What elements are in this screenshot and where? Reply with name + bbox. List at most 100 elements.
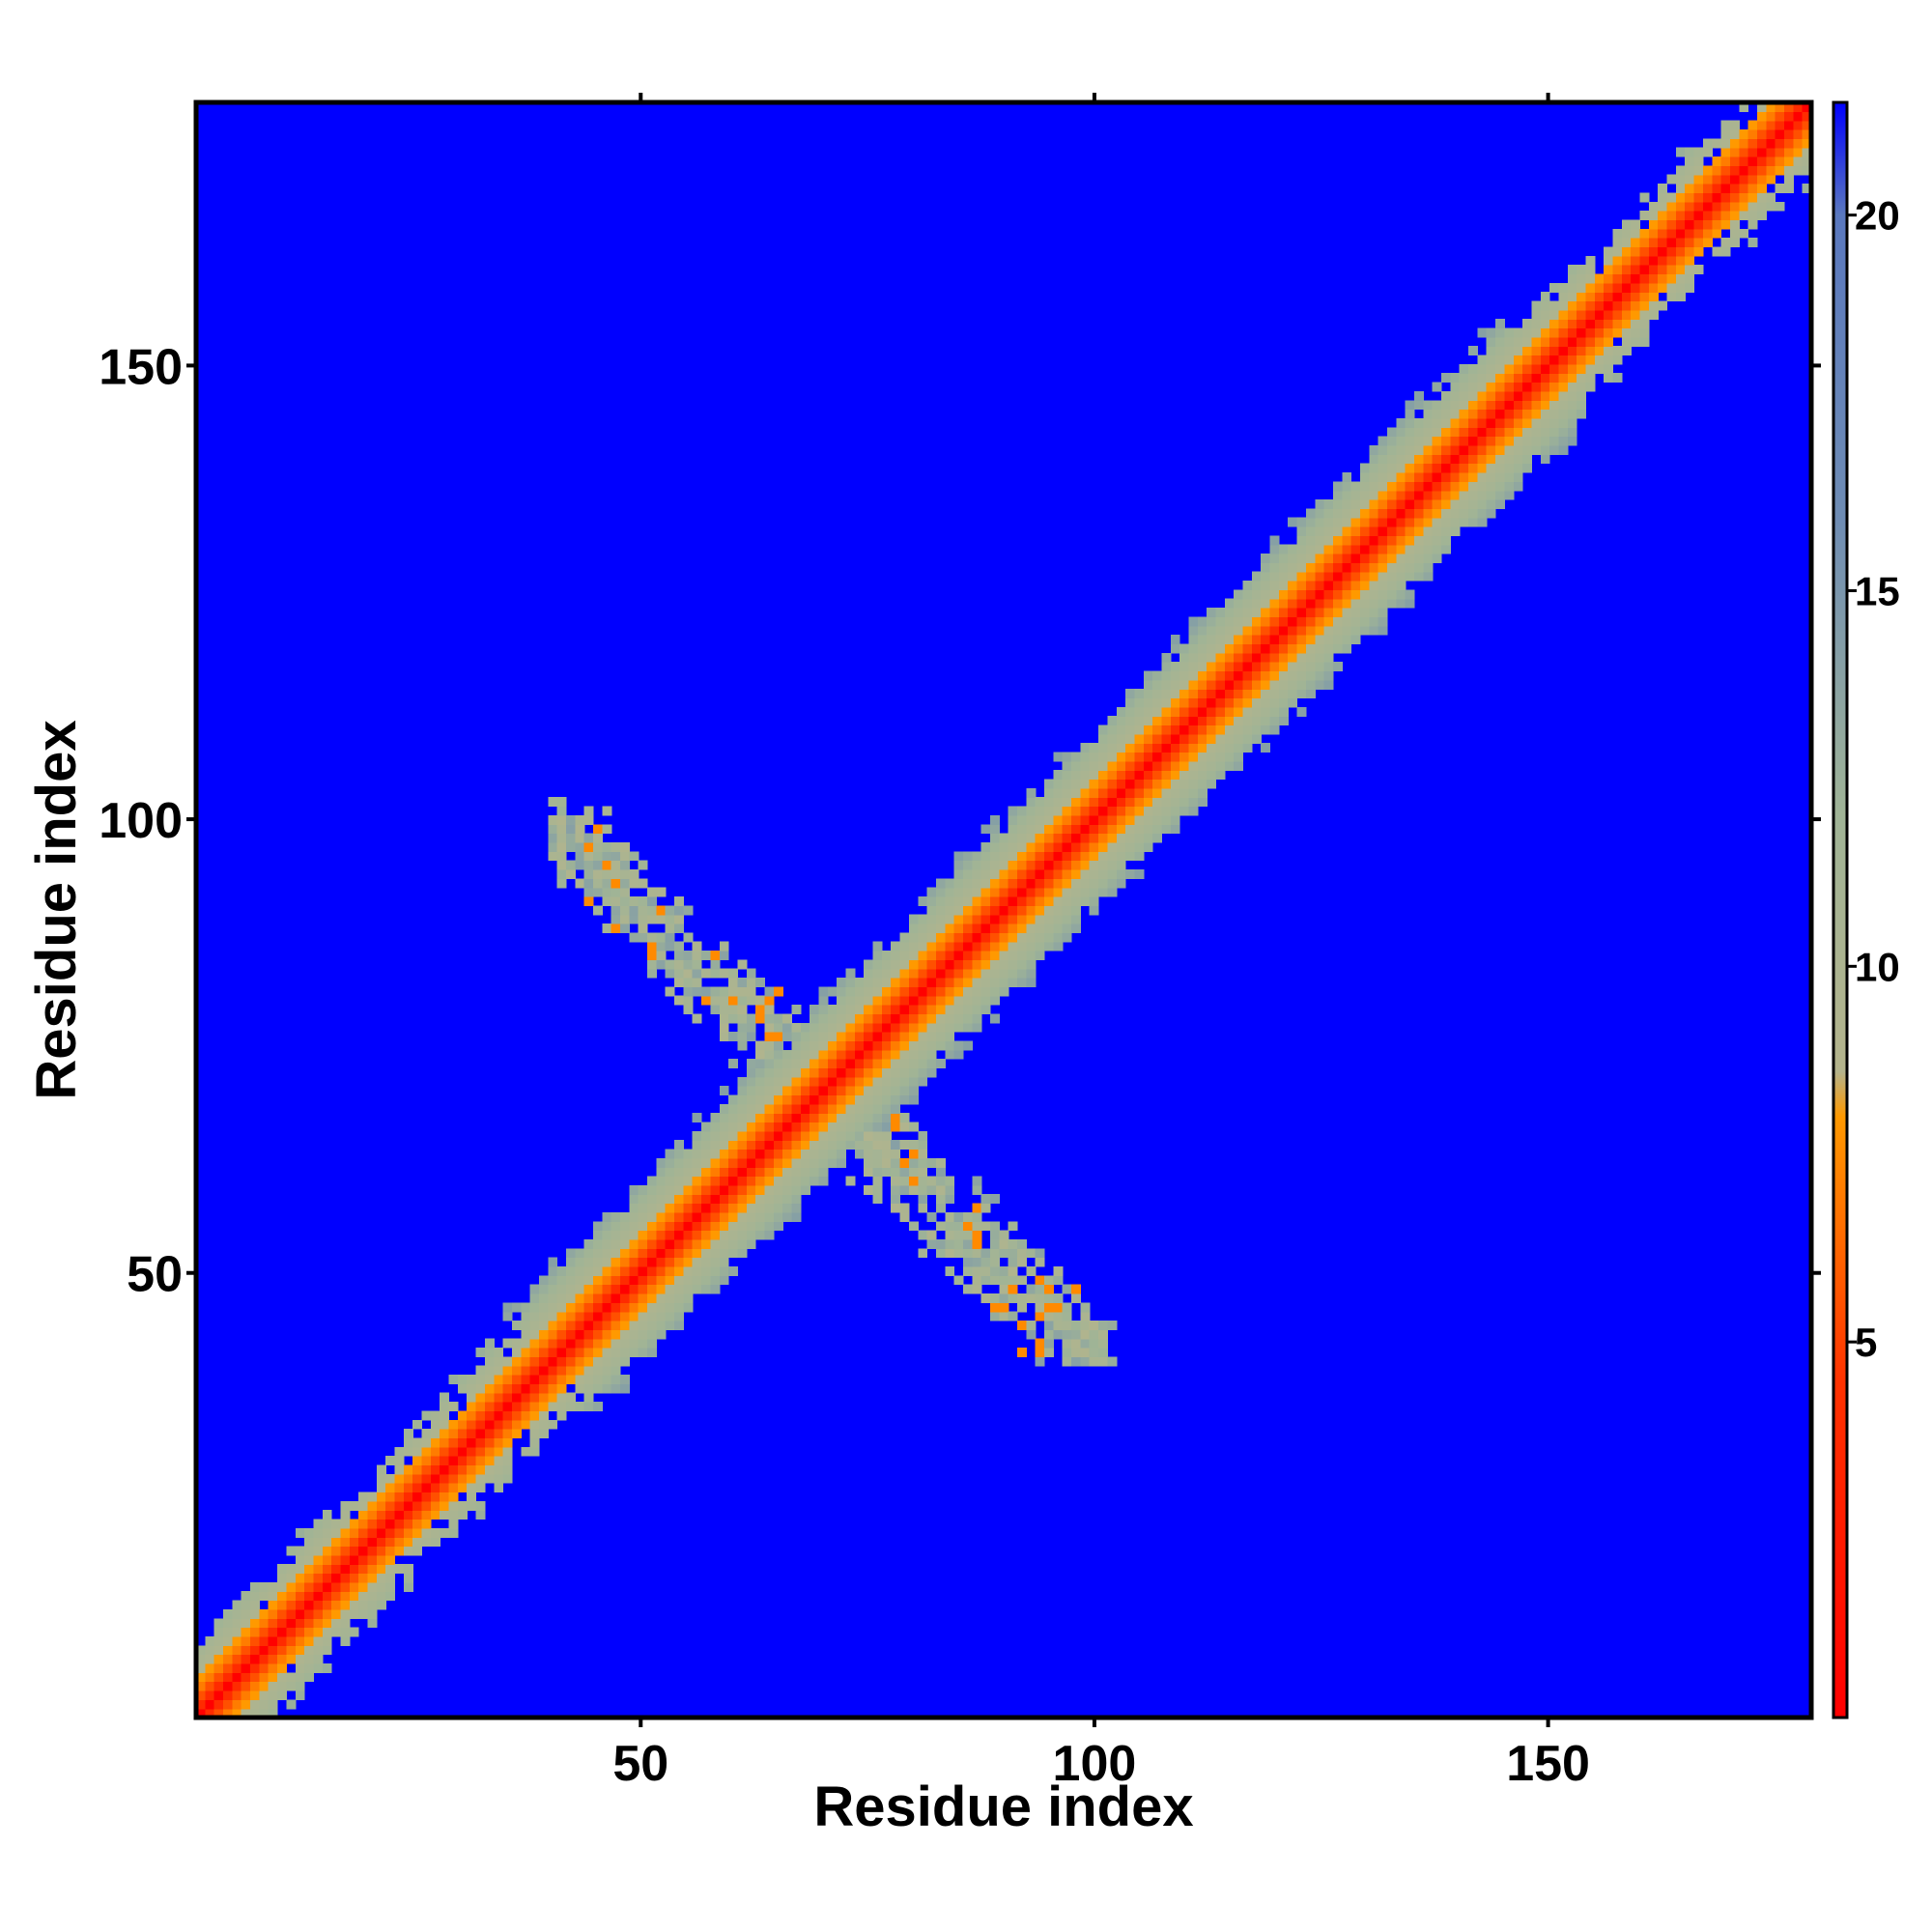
- heatmap-cell: [962, 1230, 973, 1240]
- heatmap-cell: [1594, 355, 1605, 365]
- heatmap-cell: [891, 1049, 901, 1060]
- heatmap-cell: [972, 923, 982, 933]
- heatmap-cell: [845, 1130, 856, 1141]
- heatmap-cell: [701, 1140, 712, 1151]
- heatmap-cell: [196, 1681, 206, 1691]
- heatmap-cell: [1323, 554, 1334, 563]
- heatmap-cell: [1802, 129, 1812, 139]
- heatmap-cell: [1658, 282, 1668, 293]
- heatmap-cell: [972, 932, 982, 943]
- heatmap-cell: [548, 1257, 558, 1267]
- heatmap-cell: [989, 932, 1000, 943]
- heatmap-cell: [1062, 851, 1072, 862]
- heatmap-cell: [1134, 743, 1145, 753]
- heatmap-cell: [1332, 608, 1343, 618]
- heatmap-cell: [1098, 797, 1109, 808]
- heatmap-cell: [918, 1067, 928, 1078]
- heatmap-cell: [881, 1067, 892, 1078]
- heatmap-cell: [205, 1672, 215, 1683]
- heatmap-cell: [1540, 319, 1550, 329]
- heatmap-cell: [1423, 436, 1434, 446]
- heatmap-cell: [1261, 697, 1271, 708]
- heatmap-cell: [1315, 517, 1325, 527]
- heatmap-cell: [782, 1113, 793, 1123]
- heatmap-cell: [935, 905, 946, 916]
- heatmap-cell: [1234, 689, 1244, 699]
- heatmap-cell: [972, 905, 982, 916]
- heatmap-cell: [1125, 797, 1136, 808]
- heatmap-cell: [1450, 517, 1461, 527]
- heatmap-cell: [1269, 625, 1280, 636]
- heatmap-cell: [1207, 716, 1217, 726]
- heatmap-cell: [548, 797, 558, 808]
- heatmap-cell: [1540, 409, 1550, 419]
- heatmap-cell: [1207, 689, 1217, 699]
- heatmap-cell: [548, 1383, 558, 1394]
- heatmap-cell: [674, 995, 684, 1006]
- heatmap-cell: [556, 1329, 567, 1340]
- heatmap-cell: [810, 1176, 820, 1186]
- heatmap-cell: [1495, 417, 1506, 428]
- heatmap-cell: [972, 1022, 982, 1033]
- heatmap-cell: [548, 1392, 558, 1403]
- heatmap-cell: [340, 1546, 351, 1556]
- heatmap-cell: [1658, 219, 1668, 230]
- heatmap-cell: [1567, 336, 1577, 347]
- heatmap-cell: [764, 1221, 775, 1232]
- heatmap-cell: [872, 995, 883, 1006]
- heatmap-cell: [1296, 554, 1307, 563]
- heatmap-cell: [1685, 165, 1695, 176]
- heatmap-cell: [1234, 743, 1244, 753]
- heatmap-cell: [629, 1203, 639, 1213]
- heatmap-cell: [899, 1176, 910, 1186]
- heatmap-cell: [1315, 616, 1325, 627]
- heatmap-cell: [1359, 571, 1370, 582]
- heatmap-cell: [1107, 814, 1118, 825]
- heatmap-cell: [1323, 643, 1334, 654]
- heatmap-cell: [692, 941, 702, 952]
- heatmap-cell: [1504, 444, 1515, 455]
- heatmap-cell: [746, 1032, 756, 1042]
- heatmap-cell: [1305, 643, 1316, 654]
- heatmap-cell: [484, 1429, 495, 1439]
- heatmap-cell: [521, 1329, 531, 1340]
- heatmap-cell: [755, 1113, 766, 1123]
- heatmap-cell: [962, 1013, 973, 1024]
- heatmap-cell: [1459, 471, 1469, 482]
- heatmap-cell: [737, 1203, 748, 1213]
- heatmap-cell: [773, 1094, 783, 1105]
- heatmap-cell: [1459, 409, 1469, 419]
- heatmap-cell: [1793, 120, 1804, 130]
- heatmap-cell: [638, 1238, 648, 1249]
- heatmap-cell: [972, 868, 982, 879]
- heatmap-cell: [457, 1437, 468, 1448]
- heatmap-cell: [1017, 1302, 1027, 1313]
- heatmap-cell: [295, 1618, 305, 1629]
- heatmap-cell: [891, 959, 901, 970]
- heatmap-cell: [1197, 625, 1208, 636]
- heatmap-cell: [611, 905, 621, 916]
- heatmap-cell: [1531, 444, 1542, 455]
- heatmap-cell: [1071, 760, 1081, 771]
- heatmap-cell: [674, 1311, 684, 1321]
- heatmap-cell: [918, 995, 928, 1006]
- heatmap-cell: [710, 1176, 721, 1186]
- heatmap-cell: [448, 1510, 459, 1520]
- heatmap-cell: [1594, 300, 1605, 311]
- heatmap-cell: [367, 1618, 378, 1629]
- heatmap-cell: [277, 1618, 288, 1629]
- heatmap-cell: [1044, 1275, 1054, 1286]
- heatmap-cell: [440, 1500, 450, 1511]
- heatmap-cell: [1089, 851, 1099, 862]
- heatmap-cell: [737, 978, 748, 987]
- heatmap-cell: [845, 995, 856, 1006]
- heatmap-cell: [800, 1149, 810, 1159]
- heatmap-cell: [710, 1113, 721, 1123]
- heatmap-cell: [872, 941, 883, 952]
- heatmap-cell: [656, 1176, 667, 1186]
- heatmap-cell: [638, 1265, 648, 1276]
- heatmap-cell: [989, 1194, 1000, 1205]
- heatmap-cell: [1143, 716, 1153, 726]
- heatmap-cell: [674, 1203, 684, 1213]
- heatmap-cell: [1197, 635, 1208, 645]
